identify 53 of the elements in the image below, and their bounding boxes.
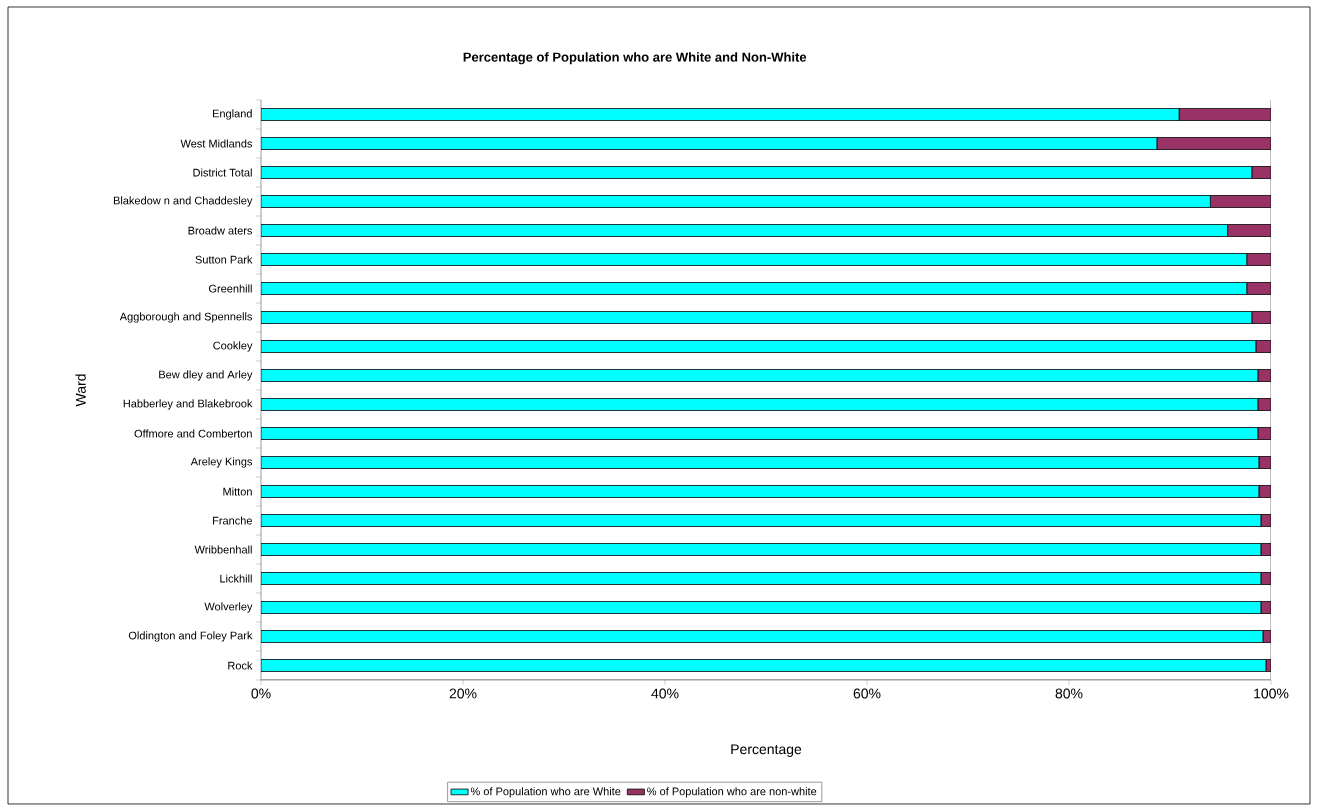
bar — [261, 369, 1259, 382]
x-tick-label: 20% — [449, 688, 477, 699]
y-tick-label: Blakedow n and Chaddesley — [113, 196, 253, 207]
y-tick-label: Broadw aters — [188, 226, 253, 235]
y-tick-label: England — [213, 109, 252, 120]
y-tick-label: Cookley — [213, 341, 253, 352]
bar — [261, 340, 1257, 353]
bar — [261, 282, 1248, 295]
y-tick-label: West Midlands — [180, 139, 253, 148]
y-tick-label: Sutton Park — [195, 255, 253, 264]
x-tick-label: 60% — [853, 688, 881, 699]
y-tick-label: Habberley and Blakebrook — [123, 399, 253, 410]
chart-title: Percentage of Population who are White and Non-White — [463, 52, 807, 65]
y-tick-label: Wolverley — [204, 602, 253, 613]
bar — [261, 456, 1260, 469]
x-tick-label: 40% — [651, 688, 679, 699]
legend-label: % of Population who are White — [470, 787, 621, 798]
y-tick-label: Areley Kings — [190, 457, 253, 468]
bar — [261, 253, 1248, 266]
y-tick-label: Bew dley and Arley — [159, 370, 253, 381]
bar — [1178, 108, 1271, 121]
bar — [261, 311, 1253, 324]
bar — [261, 514, 1262, 527]
x-tick-label: 80% — [1055, 688, 1083, 699]
bar — [261, 398, 1259, 411]
y-tick-label: Offmore and Comberton — [134, 429, 252, 438]
y-tick-label: Rock — [228, 661, 253, 670]
y-tick-label: Mitton — [223, 487, 252, 496]
bar — [261, 601, 1262, 614]
y-axis-title: Ward — [75, 374, 86, 407]
bar — [261, 485, 1260, 498]
bar — [261, 630, 1264, 643]
bar — [261, 659, 1267, 672]
y-tick-label: Greenhill — [209, 284, 252, 293]
y-tick-label: Franche — [213, 516, 252, 525]
y-tick-label: Wribbenhall — [194, 545, 252, 554]
legend-label: % of Population who are non-white — [647, 787, 817, 798]
bar — [261, 572, 1262, 585]
y-tick-label: District Total — [193, 168, 252, 177]
y-tick-label: Oldington and Foley Park — [128, 631, 253, 642]
y-tick-label: Lickhill — [220, 574, 252, 583]
bar — [261, 137, 1158, 150]
bar — [261, 166, 1253, 179]
x-tick-label: 0% — [251, 688, 271, 699]
bar — [261, 224, 1228, 237]
x-tick-label: 100% — [1254, 688, 1289, 699]
x-axis-title: Percentage — [731, 744, 802, 757]
y-tick-label: Aggborough and Spennells — [119, 312, 253, 323]
bar — [261, 543, 1262, 556]
bar — [1156, 137, 1271, 150]
bar — [261, 427, 1259, 440]
bar — [261, 195, 1211, 208]
bar — [261, 108, 1180, 121]
